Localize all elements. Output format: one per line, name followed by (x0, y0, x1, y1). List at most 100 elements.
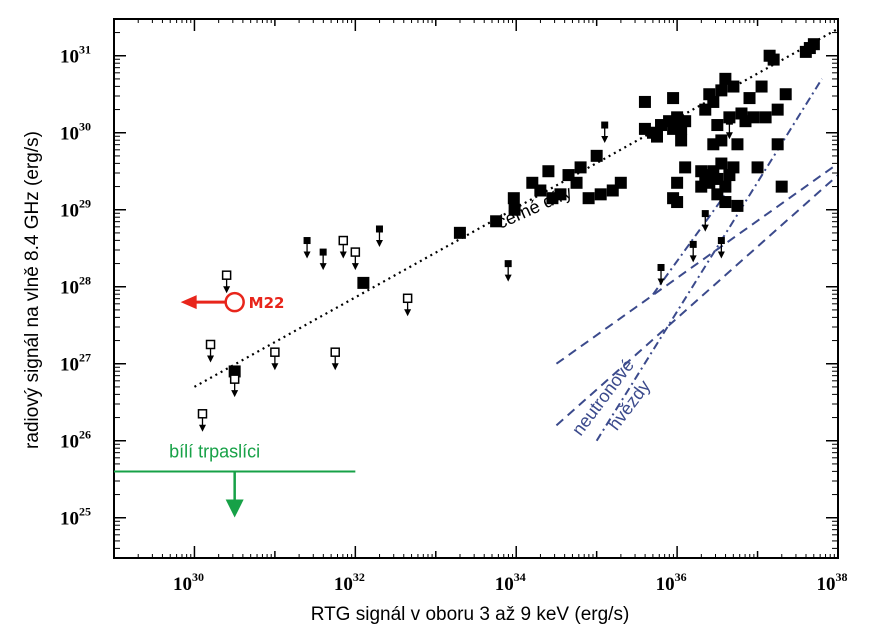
detection-point (508, 203, 521, 216)
data-points (228, 38, 820, 378)
detection-point (719, 196, 732, 209)
detection-point (679, 115, 692, 128)
detection-point (771, 138, 784, 151)
detection-point (755, 80, 768, 93)
detection-point (679, 161, 692, 174)
detection-point (743, 92, 756, 105)
upper-limit (319, 248, 327, 271)
x-tick-label: 1032 (334, 570, 365, 595)
y-tick-exponent: 30 (79, 120, 91, 134)
detection-point (707, 95, 720, 108)
upper-limit (270, 347, 280, 371)
m22-marker: M22 (180, 291, 285, 313)
y-tick-label: 1029 (60, 197, 91, 222)
detection-point (542, 165, 555, 178)
detection-point (767, 53, 780, 66)
detection-point (671, 176, 684, 189)
detection-point (731, 199, 744, 212)
upper-limit (601, 121, 609, 144)
detection-point (534, 184, 547, 197)
detection-point (574, 161, 587, 174)
x-tick-exponent: 30 (192, 570, 204, 584)
detection-point (507, 192, 520, 205)
plot-frame (113, 18, 839, 559)
x-tick-label: 1036 (656, 570, 687, 595)
neutron-star-dashdot-line-lower (652, 193, 727, 296)
axis-ticks (113, 19, 839, 558)
upper-limit (221, 270, 232, 294)
upper-limit (197, 409, 208, 432)
upper-limit-markers (197, 117, 733, 432)
y-tick-label: 1025 (60, 505, 91, 530)
upper-limit (402, 293, 413, 317)
y-tick-label: 1028 (60, 274, 91, 299)
detection-point (614, 176, 627, 189)
detection-point (711, 119, 724, 132)
upper-limit (717, 237, 725, 259)
detection-point (715, 157, 728, 170)
detection-point (771, 103, 784, 116)
m22-circle (224, 291, 245, 313)
detection-point (582, 192, 595, 205)
x-tick-exponent: 36 (675, 570, 687, 584)
upper-limit (350, 247, 361, 271)
detection-point (590, 149, 603, 162)
detection-point (727, 80, 740, 93)
x-tick-exponent: 38 (836, 570, 848, 584)
detection-point (655, 119, 668, 132)
white-dwarf-limit: bílí trpaslíci (114, 442, 356, 518)
detection-point (651, 130, 663, 143)
detection-point (715, 84, 728, 97)
black-holes-label: černé díry (494, 182, 575, 233)
y-tick-label: 1031 (60, 43, 91, 68)
y-tick-label: 1027 (60, 351, 91, 376)
detection-point (807, 38, 820, 51)
detection-point (779, 88, 792, 101)
m22-arrow-head (180, 295, 197, 310)
x-tick-label: 1038 (817, 570, 848, 595)
white-dwarf-arrow-head (225, 499, 244, 518)
detection-point (357, 276, 370, 289)
detection-point (667, 92, 680, 105)
detection-point (715, 134, 728, 147)
neutron-star-dashdot-line-upper (595, 78, 823, 442)
x-tick-label: 1034 (495, 570, 526, 595)
detection-point (675, 134, 688, 147)
y-tick-exponent: 31 (79, 43, 91, 57)
detection-point (695, 180, 708, 193)
upper-limit (229, 374, 240, 398)
x-tick-exponent: 32 (353, 570, 365, 584)
y-tick-exponent: 26 (79, 428, 91, 442)
neutron-star-dashed-line-upper (555, 162, 838, 365)
upper-limit (375, 225, 383, 247)
detection-point (731, 138, 744, 151)
detection-point (490, 215, 503, 228)
m22-label: M22 (249, 294, 285, 312)
x-tick-exponent: 34 (514, 570, 526, 584)
detection-point (775, 180, 788, 193)
y-tick-label: 1026 (60, 428, 91, 453)
upper-limit (657, 263, 665, 286)
white-dwarf-label: bílí trpaslíci (169, 442, 260, 462)
detection-point (667, 192, 680, 205)
upper-limit (205, 339, 216, 363)
detection-point (727, 161, 740, 174)
detection-point (594, 188, 607, 201)
x-axis-title: RTG signál v oboru 3 až 9 keV (erg/s) (311, 604, 630, 625)
x-tick-label: 1030 (173, 570, 204, 595)
upper-limit (725, 117, 733, 140)
y-tick-exponent: 27 (79, 351, 91, 365)
detection-point (638, 95, 651, 108)
upper-limit (689, 240, 697, 263)
detection-point (453, 226, 466, 239)
upper-limit (504, 260, 512, 282)
upper-limit (303, 237, 311, 259)
detection-point (554, 188, 567, 201)
upper-limit (330, 347, 340, 371)
y-tick-exponent: 28 (79, 274, 91, 288)
upper-limit (701, 210, 709, 232)
detection-point (570, 176, 583, 189)
neutron-star-dashed-line-lower (555, 174, 838, 427)
detection-point (751, 161, 764, 174)
y-tick-label: 1030 (60, 120, 91, 145)
